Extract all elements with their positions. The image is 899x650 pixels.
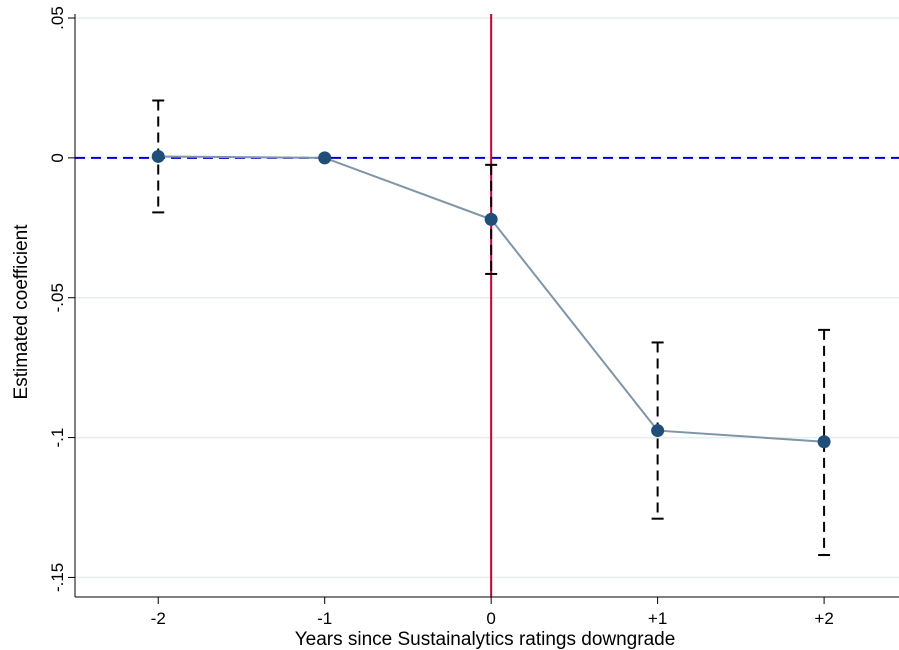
y-tick-label: 0 [48, 153, 67, 162]
estimate-point [151, 149, 165, 163]
x-tick-label: 0 [486, 609, 495, 628]
x-tick-label: -1 [317, 609, 332, 628]
y-tick-label: -.15 [48, 563, 67, 592]
y-tick-label: .05 [48, 6, 67, 30]
estimate-point [484, 212, 498, 226]
x-axis-title: Years since Sustainalytics ratings downg… [295, 629, 676, 650]
y-tick-label: -.05 [48, 283, 67, 312]
y-axis-title: Estimated coefficient [11, 224, 32, 400]
x-tick-label: -2 [151, 609, 166, 628]
estimate-points [151, 149, 831, 449]
x-tick-label: +2 [814, 609, 833, 628]
axes: .05 0 -.05 -.1 -.15 -2 -1 0 +1 +2 [48, 6, 899, 628]
x-tick-label: +1 [648, 609, 667, 628]
y-tick-label: -.1 [48, 428, 67, 448]
estimate-point [318, 151, 332, 165]
estimate-point [817, 435, 831, 449]
estimate-point [651, 424, 665, 438]
